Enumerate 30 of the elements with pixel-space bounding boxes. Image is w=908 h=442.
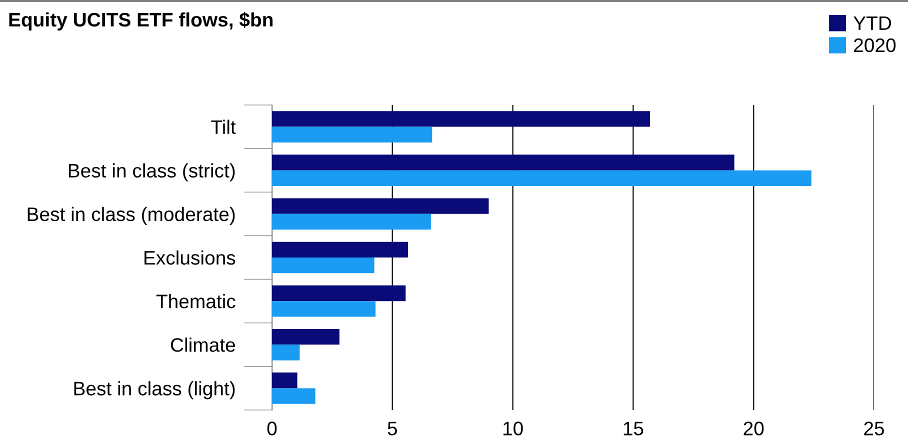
x-tick-label: 0 — [267, 422, 277, 436]
bar — [272, 301, 376, 317]
x-tick-label: 25 — [864, 422, 884, 436]
y-tick-label: Best in class (moderate) — [28, 206, 235, 225]
bar — [272, 126, 432, 142]
bar — [272, 258, 374, 274]
bar — [272, 242, 408, 258]
x-tick-label: 5 — [388, 422, 397, 436]
y-tick-label: Best in class (strict) — [68, 163, 235, 182]
y-tick-label: Climate — [170, 338, 236, 352]
bar — [272, 170, 812, 186]
legend-label: 2020 — [854, 38, 896, 52]
x-tick-label: 20 — [744, 422, 764, 436]
chart-title: Equity UCITS ETF flows, $bn — [9, 12, 273, 30]
bar — [272, 198, 489, 214]
y-tick-label: Best in class (light) — [74, 381, 235, 400]
bar — [272, 328, 340, 345]
bar — [272, 111, 650, 127]
y-tick-label: Tilt — [211, 120, 236, 134]
bar — [272, 344, 300, 360]
legend-label: YTD — [854, 16, 892, 30]
bar — [272, 285, 406, 302]
bar — [272, 388, 316, 404]
bar — [272, 214, 431, 230]
x-tick-label: 15 — [624, 422, 644, 436]
bar — [272, 154, 734, 170]
bar — [272, 372, 298, 388]
y-tick-label: Exclusions — [144, 250, 236, 265]
x-tick-label: 10 — [503, 422, 523, 436]
y-tick-label: Thematic — [156, 294, 236, 308]
